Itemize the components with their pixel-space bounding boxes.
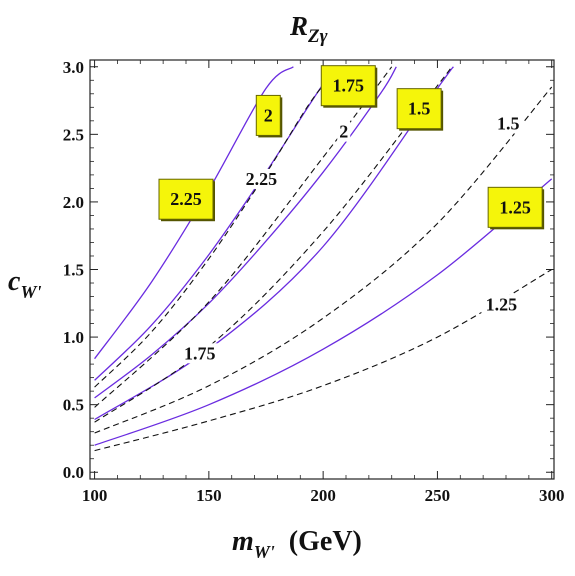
- contour-label-boxed: 1.75: [333, 76, 365, 96]
- series-line-dashed-8: [94, 86, 553, 434]
- contour-label-boxed: 1.25: [499, 197, 531, 217]
- plot-frame: [89, 59, 555, 480]
- series-line-solid-4: [94, 178, 553, 446]
- y-tick-label: 2.0: [63, 193, 84, 212]
- series-line-dashed-7: [94, 66, 452, 423]
- contour-label-box: [158, 178, 214, 220]
- x-axis-label: mW' (GeV): [232, 526, 362, 562]
- x-tick-label: 250: [425, 486, 451, 505]
- series-line-solid-2: [94, 66, 397, 399]
- contour-label-boxed: 2: [264, 105, 273, 125]
- contour-label-box: [320, 65, 376, 107]
- x-tick-label: 100: [82, 486, 108, 505]
- contour-label-box: [396, 88, 442, 130]
- y-tick-label: 1.0: [63, 328, 84, 347]
- series-line-solid-1: [94, 66, 342, 381]
- contour-label-boxed: 2.25: [170, 189, 202, 209]
- y-tick-label: 0.5: [63, 396, 84, 415]
- contour-label: 1.75: [184, 343, 216, 363]
- contour-label-boxed: 1.5: [408, 99, 431, 119]
- y-tick-label: 2.5: [63, 125, 84, 144]
- y-axis-label: cW': [8, 266, 41, 302]
- y-tick-label: 0.0: [63, 463, 84, 482]
- chart-title: RZγ: [289, 11, 328, 47]
- series-layer: [94, 66, 553, 452]
- contour-label: 2.25: [246, 169, 278, 189]
- contour-label-bg: [481, 294, 522, 315]
- y-tick-label: 3.0: [63, 58, 84, 77]
- x-tick-label: 300: [539, 486, 565, 505]
- x-tick-label: 200: [310, 486, 336, 505]
- contour-label-layer: 2.25 2 1.75 1.5 1.25 2.25 2 1.75 1.5 1.25: [158, 65, 545, 364]
- contour-label: 2: [339, 122, 348, 142]
- series-line-dashed-6: [94, 66, 393, 408]
- series-line-dashed-5: [94, 66, 365, 388]
- x-tick-label: 150: [196, 486, 222, 505]
- contour-label-bg: [179, 343, 220, 364]
- contour-label-box: [487, 186, 543, 228]
- contour-label: 1.25: [486, 295, 518, 315]
- contour-label-bg: [492, 113, 524, 134]
- contour-label-bg: [337, 121, 351, 142]
- series-line-dashed-9: [94, 269, 552, 452]
- contour-label: 1.5: [497, 114, 520, 134]
- y-tick-label: 1.5: [63, 261, 84, 280]
- tick-layer: 100 150 200 250 300 0.0 0.5 1.0 1.5 2.0 2.5 3.0: [63, 58, 565, 505]
- contour-label-bg: [241, 168, 282, 189]
- contour-label-box: [255, 94, 281, 136]
